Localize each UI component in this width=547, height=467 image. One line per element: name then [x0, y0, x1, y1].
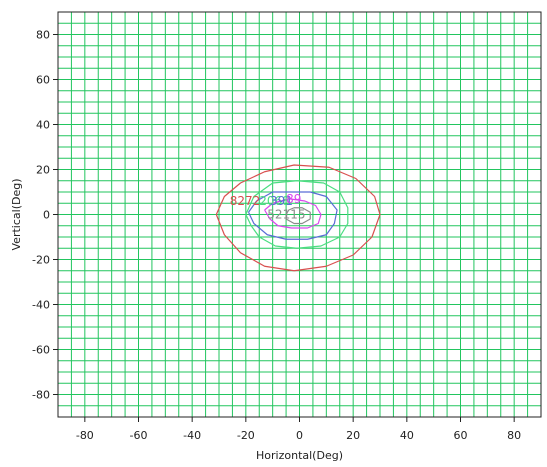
y-tick-label: 40	[36, 119, 50, 132]
contour-label: 8272	[230, 194, 261, 208]
x-tick-label: -20	[237, 429, 255, 442]
contour-line	[215, 164, 381, 272]
x-tick-label: 80	[507, 429, 521, 442]
contour-line	[245, 180, 349, 249]
y-tick-label: 20	[36, 164, 50, 177]
x-tick-label: -80	[76, 429, 94, 442]
y-tick-label: -60	[32, 344, 50, 357]
x-tick-label: 0	[296, 429, 303, 442]
x-axis-label: Horizontal(Deg)	[256, 449, 343, 462]
contour-label: 52115	[267, 208, 305, 222]
contour-layer	[215, 164, 381, 272]
x-tick-label: 20	[346, 429, 360, 442]
y-tick-label: 60	[36, 74, 50, 87]
y-tick-label: 0	[43, 209, 50, 222]
y-axis-label: Vertical(Deg)	[10, 179, 23, 251]
x-tick-label: -60	[130, 429, 148, 442]
y-tick-label: -80	[32, 389, 50, 402]
contour-line	[247, 191, 338, 240]
x-tick-label: -40	[183, 429, 201, 442]
x-tick-label: 60	[454, 429, 468, 442]
tick-layer: -80 -60 -40 -20 0 20 40 60 80 -80 -60 -40 -20 0 20 40 60…	[32, 29, 521, 443]
contour-label: 89	[286, 192, 301, 206]
y-tick-label: -40	[32, 299, 50, 312]
contour-line	[264, 198, 322, 229]
x-tick-label: 40	[400, 429, 414, 442]
y-tick-label: 80	[36, 29, 50, 42]
contour-line	[285, 207, 311, 225]
contour-label: 391	[270, 194, 293, 208]
y-tick-label: -20	[32, 254, 50, 267]
contour-label: 2068	[259, 194, 290, 208]
